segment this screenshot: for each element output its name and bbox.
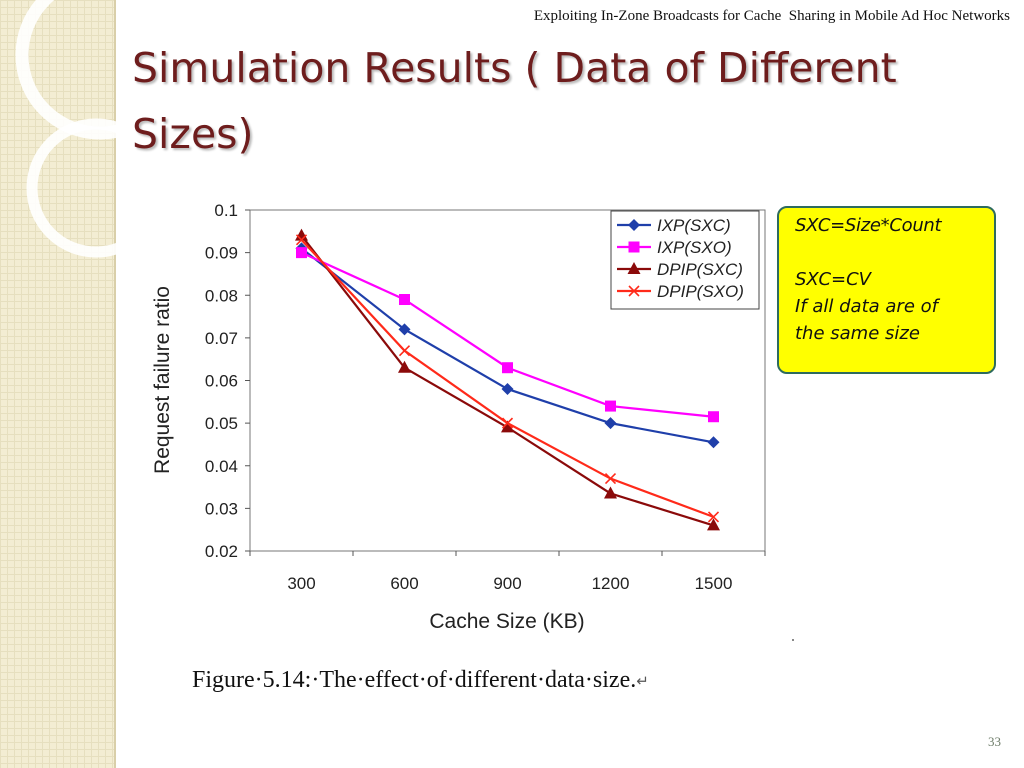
note-line: the same size — [795, 323, 920, 344]
legend-label-dpip-sxo: DPIP(SXO) — [657, 282, 744, 301]
return-mark-icon: ↵ — [636, 673, 649, 690]
y-axis-title: Request failure ratio — [151, 286, 174, 474]
chart-axes: 0.1 0.09 0.08 0.07 0.06 0.05 0.04 0.03 0.02 300 60… — [205, 201, 766, 593]
decorative-circles — [15, 0, 116, 258]
x-marker-stroke — [398, 345, 411, 357]
data-point-ixp-sxo — [296, 247, 307, 259]
data-point-dpip-sxc — [501, 420, 514, 433]
x-marker-stroke — [295, 234, 308, 246]
x-tick-label: 300 — [287, 574, 315, 593]
data-point-ixp-sxo — [399, 294, 410, 306]
data-point-dpip-sxo — [501, 417, 514, 429]
data-point-dpip-sxo — [604, 472, 617, 485]
y-tick-label: 0.09 — [205, 244, 238, 263]
data-point-dpip-sxc — [707, 518, 720, 531]
deco-circle-top — [15, 0, 116, 140]
note-line — [795, 239, 984, 266]
data-point-dpip-sxo — [707, 511, 720, 523]
legend-marker-dpip-sxo — [628, 285, 640, 297]
legend-label-dpip-sxc: DPIP(SXC) — [657, 260, 743, 279]
data-point-ixp-sxo — [708, 411, 719, 423]
note-line: SXC=CV — [795, 269, 871, 290]
x-tick-label: 900 — [493, 574, 521, 593]
y-tick-label: 0.05 — [205, 414, 238, 433]
figure-caption: Figure·5.14:·The·effect·of·different·dat… — [192, 667, 649, 694]
deco-circle-bottom — [26, 118, 116, 258]
data-point-ixp-sxc — [604, 417, 617, 430]
definition-note-box: SXC=Size*Count SXC=CV If all data are of… — [777, 206, 996, 374]
x-axis-title: Cache Size (KB) — [429, 610, 584, 633]
x-marker-stroke — [501, 417, 514, 429]
chart-legend: IXP(SXC) IXP(SXO) DPIP(SXC) DPIP(SXO) — [610, 210, 760, 310]
data-point-ixp-sxo — [502, 362, 513, 374]
chart-series — [295, 228, 720, 531]
data-point-ixp-sxo — [605, 400, 616, 412]
figure-caption-text: Figure·5.14:·The·effect·of·different·dat… — [192, 667, 637, 693]
legend-label-ixp-sxc: IXP(SXC) — [657, 216, 731, 235]
data-point-ixp-sxc — [501, 383, 514, 396]
page-number: 33 — [988, 734, 1001, 749]
x-tick-label: 1500 — [695, 574, 733, 593]
x-marker-stroke — [707, 511, 720, 523]
legend-marker-dpip-sxc — [627, 262, 641, 274]
data-point-dpip-sxc — [398, 360, 411, 373]
legend-marker-ixp-sxc — [628, 219, 640, 231]
y-tick-label: 0.07 — [205, 329, 238, 348]
legend-marker-ixp-sxo — [628, 241, 640, 253]
data-point-dpip-sxo — [398, 345, 411, 357]
y-tick-label: 0.04 — [205, 457, 238, 476]
x-tick-label: 1200 — [592, 574, 630, 593]
line-chart: 0.1 0.09 0.08 0.07 0.06 0.05 0.04 0.03 0.02 300 60… — [151, 201, 766, 633]
x-tick-label: 600 — [390, 574, 418, 593]
note-line: SXC=Size*Count — [795, 215, 942, 236]
data-point-dpip-sxc — [604, 486, 617, 499]
header-text: Exploiting In-Zone Broadcasts for Cache … — [533, 8, 1010, 24]
y-tick-label: 0.02 — [205, 542, 238, 561]
data-point-dpip-sxo — [295, 234, 308, 246]
data-point-ixp-sxc — [707, 436, 720, 449]
data-point-ixp-sxc — [398, 323, 411, 336]
side-band-divider — [114, 0, 116, 768]
legend-label-ixp-sxo: IXP(SXO) — [657, 238, 732, 257]
x-marker-stroke — [628, 285, 640, 297]
note-line: If all data are of — [795, 296, 938, 317]
stray-dot — [792, 639, 794, 641]
slide-title: Simulation Results ( Data of Different S… — [132, 44, 897, 158]
y-tick-label: 0.08 — [205, 286, 238, 305]
x-marker-stroke — [604, 472, 617, 485]
y-tick-label: 0.06 — [205, 372, 238, 391]
y-tick-label: 0.03 — [205, 499, 238, 518]
y-tick-label: 0.1 — [214, 201, 238, 220]
